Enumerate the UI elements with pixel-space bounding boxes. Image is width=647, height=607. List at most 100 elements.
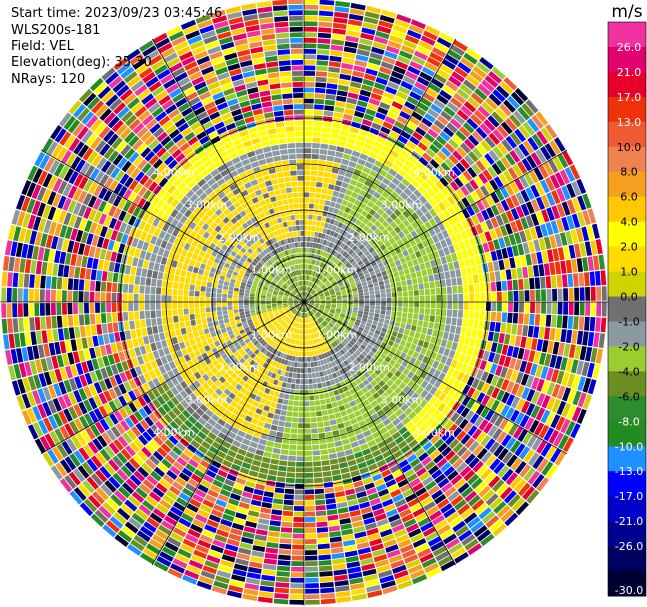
velocity-gate xyxy=(327,77,339,84)
velocity-gate xyxy=(407,215,415,224)
velocity-gate xyxy=(347,92,359,100)
velocity-gate xyxy=(341,158,350,166)
velocity-gate xyxy=(472,66,487,79)
velocity-gate xyxy=(319,250,324,256)
velocity-gate xyxy=(448,138,459,150)
velocity-gate xyxy=(366,221,374,228)
velocity-gate xyxy=(389,229,397,237)
velocity-gate xyxy=(315,226,320,232)
velocity-gate xyxy=(378,251,385,258)
velocity-gate xyxy=(404,34,420,45)
velocity-gate xyxy=(441,187,451,198)
velocity-gate xyxy=(340,257,347,263)
velocity-gate xyxy=(304,159,311,165)
velocity-gate xyxy=(361,27,376,36)
velocity-gate xyxy=(457,211,466,222)
velocity-gate xyxy=(394,217,402,226)
velocity-gate xyxy=(391,163,401,173)
velocity-gate xyxy=(509,150,521,163)
velocity-gate xyxy=(345,284,351,289)
velocity-gate xyxy=(309,282,313,287)
velocity-gate xyxy=(509,114,522,128)
velocity-gate xyxy=(397,135,409,145)
velocity-gate xyxy=(411,212,420,221)
velocity-gate xyxy=(333,112,344,119)
velocity-gate xyxy=(308,220,313,226)
velocity-gate xyxy=(437,191,446,201)
velocity-gate xyxy=(464,138,475,150)
velocity-gate xyxy=(342,52,356,59)
velocity-gate xyxy=(416,45,431,56)
velocity-gate xyxy=(359,89,372,97)
velocity-gate xyxy=(338,271,344,276)
velocity-gate xyxy=(304,10,318,16)
velocity-gate xyxy=(338,169,346,176)
velocity-gate xyxy=(438,201,447,212)
velocity-gate xyxy=(496,159,507,172)
velocity-gate xyxy=(434,42,449,53)
velocity-gate xyxy=(361,84,373,92)
velocity-gate xyxy=(331,271,337,276)
velocity-gate xyxy=(562,150,574,166)
velocity-gate xyxy=(401,201,410,210)
velocity-gate xyxy=(310,289,315,294)
velocity-gate xyxy=(466,118,479,130)
velocity-gate xyxy=(323,171,331,178)
velocity-gate xyxy=(339,228,345,235)
velocity-gate xyxy=(316,273,320,278)
velocity-gate xyxy=(432,169,443,180)
velocity-gate xyxy=(339,187,347,194)
velocity-gate xyxy=(365,276,372,282)
velocity-gate xyxy=(382,121,394,130)
velocity-gate xyxy=(379,266,386,272)
velocity-gate xyxy=(391,29,406,39)
velocity-gate xyxy=(326,273,331,279)
velocity-gate xyxy=(355,219,362,226)
velocity-gate xyxy=(370,232,377,239)
velocity-gate xyxy=(414,175,424,185)
velocity-gate xyxy=(515,192,525,205)
velocity-gate xyxy=(313,284,317,289)
velocity-gate xyxy=(331,167,339,174)
velocity-gate xyxy=(312,271,316,277)
velocity-gate xyxy=(459,158,471,170)
velocity-gate xyxy=(305,264,308,269)
velocity-gate xyxy=(368,57,382,66)
velocity-gate xyxy=(512,164,523,177)
velocity-gate xyxy=(314,198,320,204)
velocity-gate xyxy=(569,164,581,180)
velocity-gate xyxy=(358,272,364,278)
velocity-gate xyxy=(304,220,308,225)
velocity-gate xyxy=(339,273,345,278)
velocity-gate xyxy=(377,71,390,81)
velocity-gate xyxy=(436,166,447,176)
velocity-gate xyxy=(315,266,320,272)
velocity-gate xyxy=(312,215,318,221)
velocity-gate xyxy=(331,39,345,46)
velocity-gate xyxy=(324,105,335,112)
velocity-gate xyxy=(513,110,526,124)
velocity-gate xyxy=(444,54,459,66)
velocity-gate xyxy=(345,261,351,268)
velocity-gate xyxy=(337,247,343,253)
velocity-gate xyxy=(354,110,365,118)
velocity-gate xyxy=(407,65,421,76)
velocity-gate xyxy=(490,192,500,204)
velocity-gate xyxy=(538,164,549,179)
velocity-gate xyxy=(332,273,338,278)
velocity-gate xyxy=(411,55,426,66)
velocity-gate xyxy=(315,260,320,266)
velocity-gate xyxy=(359,153,369,161)
velocity-gate xyxy=(470,113,483,126)
velocity-gate xyxy=(390,221,398,229)
velocity-gate xyxy=(307,293,311,298)
velocity-gate xyxy=(394,120,405,130)
velocity-gate xyxy=(491,111,504,124)
velocity-gate xyxy=(546,192,556,206)
velocity-gate xyxy=(309,276,313,281)
velocity-gate xyxy=(380,61,394,70)
velocity-gate xyxy=(425,177,435,187)
velocity-gate xyxy=(316,287,321,292)
velocity-gate xyxy=(350,2,366,11)
velocity-gate xyxy=(431,47,447,58)
